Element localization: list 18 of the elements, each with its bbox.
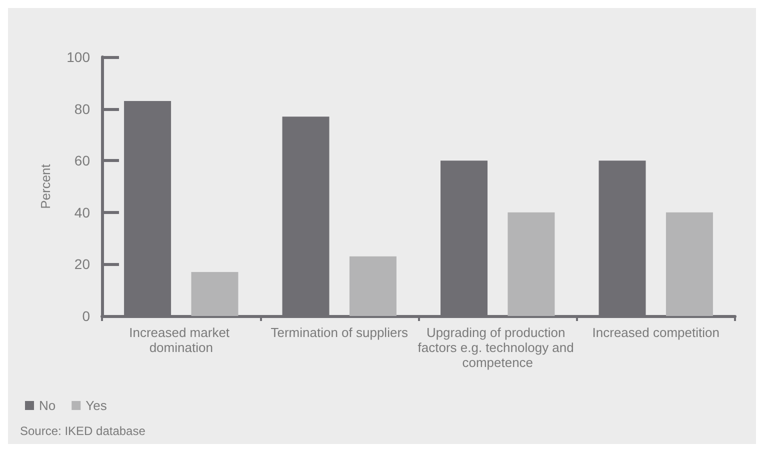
legend-label: No (39, 398, 56, 413)
bar (191, 272, 238, 316)
y-tick-label: 80 (74, 100, 90, 117)
bar (508, 212, 555, 316)
x-tick-label: Increased market domination (129, 325, 234, 355)
bar (666, 212, 713, 316)
x-tick-label: Upgrading of production factors e.g. technology and competence (418, 325, 578, 370)
bar (349, 256, 396, 316)
x-tick-label: Increased competition (592, 325, 720, 340)
y-tick-label: 20 (74, 256, 90, 272)
y-tick-label: 100 (66, 49, 90, 65)
y-tick-label: 40 (74, 204, 90, 220)
y-tick-label: 0 (82, 308, 90, 324)
y-tick-label: 60 (74, 152, 90, 169)
source-note: Source: IKED database (20, 424, 146, 438)
x-tick-label: Termination of suppliers (270, 325, 409, 340)
legend-label: Yes (86, 398, 108, 413)
y-axis-title: Percent (38, 164, 53, 209)
